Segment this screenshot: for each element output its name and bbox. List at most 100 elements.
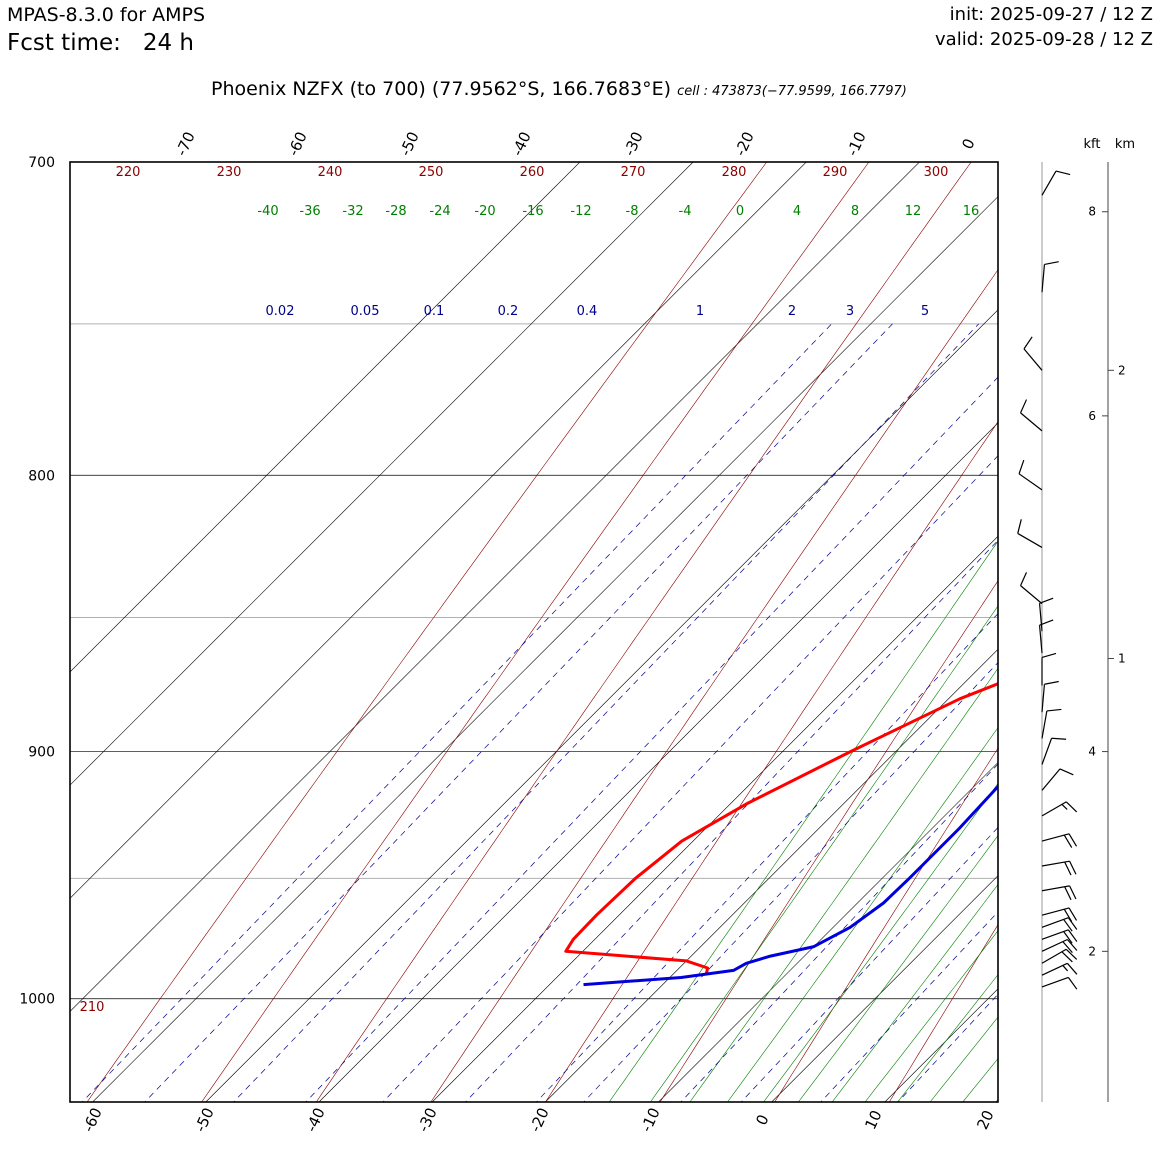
moist-adiabat-label: -16 <box>522 204 543 219</box>
wind-barb <box>1041 917 1078 932</box>
dry-adiabat <box>888 924 998 1102</box>
kft-axis-title: kft <box>1084 137 1101 152</box>
moist-adiabat-label: 4 <box>793 204 801 219</box>
top-temperature-label: -20 <box>731 129 758 159</box>
moist-adiabat-label: -28 <box>385 204 406 219</box>
km-label: 2 <box>1118 363 1126 377</box>
wind-barb <box>1041 938 1078 954</box>
valid-time: valid: 2025-09-28 / 12 Z <box>935 29 1153 50</box>
moist-adiabat-label: -12 <box>570 204 591 219</box>
moist-adiabat <box>1091 162 1160 1113</box>
kft-label: 8 <box>1088 205 1096 219</box>
wind-barb <box>1041 976 1078 990</box>
dry-adiabat-label: 220 <box>116 165 141 180</box>
moist-adiabat-label: 8 <box>851 204 859 219</box>
moist-adiabat <box>689 667 998 1102</box>
wind-barb <box>1041 833 1078 848</box>
forecast-time-label: Fcst time: <box>7 30 121 56</box>
mixing-ratio-label: 0.02 <box>266 304 295 319</box>
dewpoint-profile <box>583 784 998 987</box>
isotherm-line <box>70 162 920 1012</box>
bottom-temperature-label: -20 <box>526 1105 553 1135</box>
model-title: MPAS-8.3.0 for AMPS <box>7 4 206 26</box>
moist-adiabat <box>608 540 998 1102</box>
bottom-temperature-label: -50 <box>191 1105 218 1135</box>
mixing-ratio-line <box>465 539 998 1102</box>
wind-barb <box>1020 572 1043 605</box>
moist-adiabat <box>650 605 998 1102</box>
wind-barb <box>1041 885 1077 901</box>
bottom-temperature-label: 0 <box>752 1112 772 1128</box>
moist-adiabat-label: -4 <box>679 204 692 219</box>
moist-adiabat <box>1021 162 1160 1113</box>
station-name: Phoenix NZFX (to 700) (77.9562°S, 166.76… <box>211 78 672 100</box>
mixing-ratio-label: 0.1 <box>424 304 445 319</box>
dry-adiabat <box>430 269 998 1102</box>
isotherm-line <box>997 1101 998 1102</box>
chart-grid <box>70 162 1160 1113</box>
wind-barb <box>1041 680 1059 713</box>
isobar-label: 700 <box>28 155 55 171</box>
kft-label: 2 <box>1088 944 1096 958</box>
mixing-ratio-line <box>583 662 998 1102</box>
dry-adiabat <box>315 162 972 1102</box>
mixing-ratio-line <box>897 993 998 1102</box>
mixing-ratio-label: 2 <box>788 304 796 319</box>
dry-adiabat-label: 240 <box>318 165 343 180</box>
forecast-time-value: 24 h <box>142 30 194 56</box>
dry-adiabat <box>545 421 998 1102</box>
wind-barb <box>1041 962 1078 976</box>
isobar-label: 1000 <box>19 992 55 1008</box>
isotherm-line <box>431 535 998 1102</box>
moist-adiabat-label: -8 <box>626 204 639 219</box>
isotherm-line <box>92 196 998 1102</box>
moist-adiabat-label: 0 <box>736 204 744 219</box>
mixing-ratio-line <box>382 455 998 1102</box>
wind-barb <box>1041 708 1062 739</box>
mixing-ratio-label: 0.05 <box>351 304 380 319</box>
dry-adiabat-label: 290 <box>823 165 848 180</box>
moist-adiabat-label: -24 <box>429 204 450 219</box>
mixing-ratio-label: 1 <box>696 304 704 319</box>
moist-adiabat-label: -40 <box>257 204 278 219</box>
mixing-ratio-line <box>680 763 998 1102</box>
wind-barb <box>1041 768 1074 791</box>
wind-barb <box>1041 261 1059 293</box>
height-axes: kft km 2 4 6 8 1 2 <box>1084 137 1135 1102</box>
chart-profiles <box>564 682 998 987</box>
isotherm-line <box>205 309 998 1102</box>
mixing-ratio-label: 5 <box>921 304 929 319</box>
wind-barb <box>1020 399 1043 432</box>
wind-barb <box>1017 519 1043 548</box>
wind-barb <box>1041 929 1078 944</box>
bottom-temperature-label: 10 <box>861 1107 885 1132</box>
bottom-temperature-label: -10 <box>637 1105 664 1135</box>
bottom-temperature-label: -30 <box>414 1105 441 1135</box>
isotherm-line <box>884 988 998 1102</box>
wind-barb <box>1041 652 1057 686</box>
bottom-temperature-label: -60 <box>79 1105 106 1135</box>
isotherm-line <box>545 648 998 1102</box>
bottom-temperature-label: 20 <box>973 1107 997 1132</box>
plot-frame <box>69 161 999 1103</box>
moist-adiabat <box>798 835 998 1102</box>
moist-adiabat-label: -36 <box>299 204 320 219</box>
init-time: init: 2025-09-27 / 12 Z <box>949 4 1153 25</box>
dry-adiabat-label: 250 <box>419 165 444 180</box>
kft-label: 6 <box>1088 409 1096 423</box>
moist-adiabat <box>727 727 998 1102</box>
dry-adiabat-label: 270 <box>621 165 646 180</box>
isotherm-line <box>658 762 998 1102</box>
moist-adiabat-label: 12 <box>905 204 922 219</box>
wind-barb <box>1023 336 1043 371</box>
top-temperature-label: -50 <box>396 129 423 159</box>
isotherm-line <box>1111 162 1160 1102</box>
wind-barb <box>1041 907 1078 923</box>
cell-info: cell : 473873(−77.9599, 166.7797) <box>677 84 907 99</box>
dry-adiabat-label: 230 <box>217 165 242 180</box>
wind-barb <box>1041 948 1078 964</box>
moist-adiabat <box>763 782 998 1102</box>
dry-adiabat-label: 260 <box>520 165 545 180</box>
km-label: 1 <box>1118 652 1126 666</box>
mixing-ratio-line <box>233 323 979 1102</box>
